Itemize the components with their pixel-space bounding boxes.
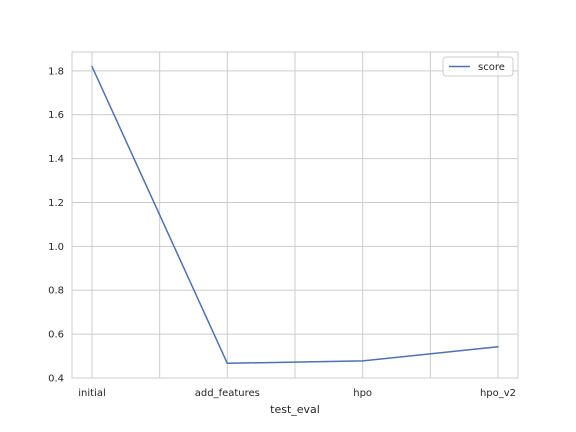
x-tick-label: add_features bbox=[195, 388, 260, 399]
series-lines bbox=[91, 65, 499, 365]
y-tick-label: 1.4 bbox=[48, 154, 64, 165]
legend-label: score bbox=[478, 62, 505, 73]
series-line-score bbox=[91, 65, 499, 365]
y-tick-label: 0.6 bbox=[48, 330, 64, 341]
y-tick-label: 0.4 bbox=[48, 374, 64, 385]
plot-frame bbox=[71, 51, 519, 379]
y-tick-label: 1.8 bbox=[48, 66, 64, 77]
legend: score bbox=[442, 56, 514, 77]
x-tick-labels: initial add_features hpo hpo_v2 bbox=[78, 388, 516, 399]
x-tick-label: hpo bbox=[353, 388, 372, 399]
x-axis-label: test_eval bbox=[270, 403, 320, 416]
x-tick-label: initial bbox=[78, 388, 106, 399]
y-tick-label: 1.6 bbox=[48, 110, 64, 121]
legend-box bbox=[442, 56, 514, 77]
x-tick-label: hpo_v2 bbox=[480, 388, 516, 399]
y-tick-label: 0.8 bbox=[48, 286, 64, 297]
y-tick-label: 1.0 bbox=[48, 242, 64, 253]
y-tick-labels: 0.4 0.6 0.8 1.0 1.2 1.4 1.6 1.8 bbox=[48, 66, 64, 384]
y-tick-label: 1.2 bbox=[48, 198, 64, 209]
